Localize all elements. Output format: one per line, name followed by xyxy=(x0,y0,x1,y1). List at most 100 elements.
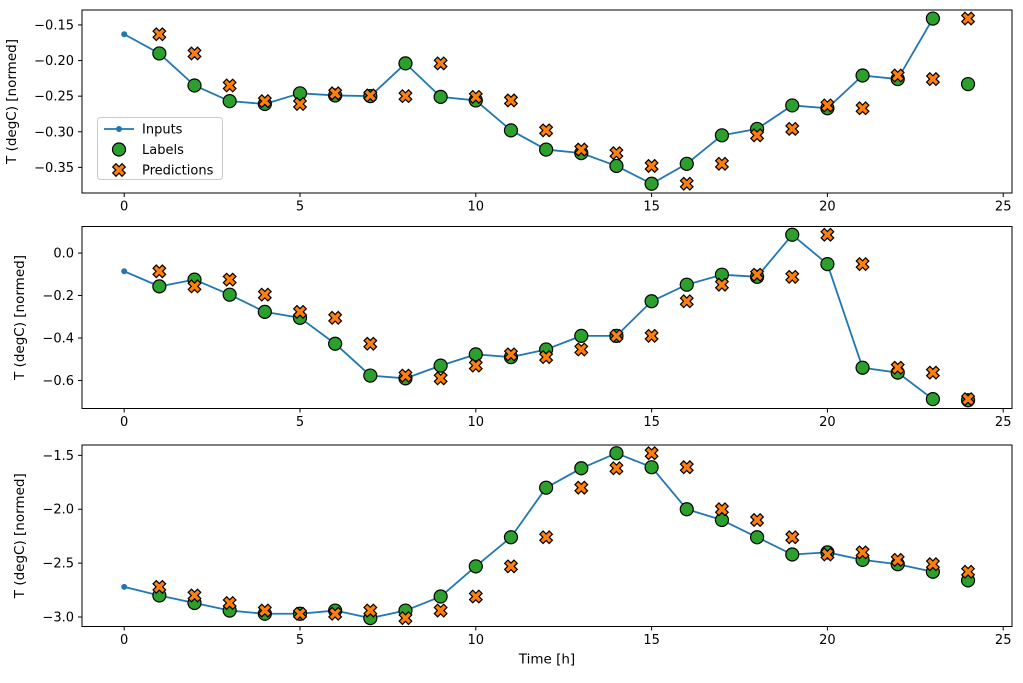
label-point xyxy=(328,336,343,351)
prediction-point xyxy=(468,589,483,604)
label-point xyxy=(714,128,730,143)
prediction-point xyxy=(890,360,905,375)
inputs-line xyxy=(123,233,934,400)
prediction-point xyxy=(468,358,483,373)
label-point xyxy=(539,480,554,495)
y-tick-label: −0.35 xyxy=(34,161,74,176)
prediction-point xyxy=(398,368,413,383)
y-tick-label: −0.4 xyxy=(42,331,74,346)
x-tick-label: 20 xyxy=(819,415,836,430)
prediction-point xyxy=(433,603,448,618)
prediction-point xyxy=(820,227,835,242)
label-point xyxy=(292,86,308,101)
prediction-point xyxy=(257,287,272,302)
label-point xyxy=(749,530,765,545)
prediction-point xyxy=(960,564,976,579)
prediction-point xyxy=(679,460,694,475)
prediction-point xyxy=(785,121,800,137)
label-point xyxy=(785,227,800,242)
x-tick-label: 10 xyxy=(468,415,485,430)
prediction-point xyxy=(890,552,905,568)
prediction-point xyxy=(538,123,554,138)
y-tick-label: −0.2 xyxy=(42,289,74,304)
label-point xyxy=(539,142,554,157)
prediction-point xyxy=(433,371,448,386)
prediction-point xyxy=(714,502,730,517)
prediction-point xyxy=(960,392,976,407)
legend: Inputs Labels Predictions xyxy=(97,117,223,180)
x-tick-label: 25 xyxy=(995,633,1012,648)
prediction-point xyxy=(574,342,589,357)
subplot-2: 0 5 10 15 20 25 0.0 −0.2 −0.4 −0.6 T (degC) [norme… xyxy=(12,226,1013,430)
label-point xyxy=(503,530,519,545)
x-tick-label: 15 xyxy=(643,633,660,648)
legend-box xyxy=(97,117,223,180)
label-point xyxy=(679,277,694,292)
label-point xyxy=(187,78,202,93)
x-tick-label: 0 xyxy=(120,200,128,215)
axes-border xyxy=(81,444,1013,627)
legend-entry-label: Labels xyxy=(142,143,184,158)
legend-entry-label: Predictions xyxy=(142,164,214,179)
x-tick-label: 0 xyxy=(120,415,128,430)
prediction-point xyxy=(820,98,835,113)
legend-predictions-x-icon xyxy=(111,162,127,178)
y-tick-label: −0.25 xyxy=(34,90,74,105)
prediction-point xyxy=(855,101,870,116)
label-point xyxy=(468,347,483,362)
label-point xyxy=(679,156,694,171)
prediction-point xyxy=(292,606,308,621)
prediction-point xyxy=(855,256,870,272)
label-point xyxy=(574,328,589,343)
x-tick-label: 5 xyxy=(296,415,304,430)
legend-inputs-dot-icon xyxy=(116,126,122,132)
label-point xyxy=(398,56,413,71)
prediction-point xyxy=(538,349,554,365)
x-tick-label: 15 xyxy=(643,415,660,430)
prediction-point xyxy=(222,595,237,611)
inputs-point xyxy=(121,583,128,590)
x-tick-label: 25 xyxy=(995,200,1012,215)
label-point xyxy=(609,158,624,174)
prediction-point xyxy=(152,27,167,42)
prediction-point xyxy=(292,304,308,320)
axes-border xyxy=(81,226,1013,409)
prediction-point xyxy=(644,446,659,461)
label-point xyxy=(960,76,976,92)
label-point xyxy=(468,559,483,574)
prediction-point xyxy=(749,512,765,528)
y-tick-label: −0.20 xyxy=(34,54,74,69)
prediction-point xyxy=(222,78,237,93)
y-axis-label: T (degC) [normed] xyxy=(4,39,20,165)
prediction-point xyxy=(714,277,730,292)
label-point xyxy=(925,11,940,26)
label-point xyxy=(644,176,659,191)
label-point xyxy=(257,304,272,319)
prediction-point xyxy=(925,557,941,572)
label-point xyxy=(433,589,448,604)
prediction-point xyxy=(503,559,519,574)
prediction-point xyxy=(785,530,800,545)
label-point xyxy=(574,461,589,476)
y-axis-label: T (degC) [normed] xyxy=(12,255,28,381)
label-point xyxy=(152,279,167,294)
y-tick-label: −0.15 xyxy=(34,18,74,33)
prediction-point xyxy=(644,328,659,344)
legend-entry-label: Inputs xyxy=(142,123,183,138)
x-tick-label: 10 xyxy=(468,200,485,215)
y-tick-label: 0.0 xyxy=(53,247,74,262)
prediction-point xyxy=(363,603,378,618)
label-point xyxy=(855,68,870,83)
prediction-point xyxy=(609,145,624,161)
x-tick-label: 20 xyxy=(819,633,836,648)
prediction-point xyxy=(363,88,378,103)
label-point xyxy=(222,287,237,302)
label-point xyxy=(609,446,624,461)
prediction-point xyxy=(925,71,941,87)
y-tick-label: −2.0 xyxy=(42,503,74,518)
x-tick-label: 20 xyxy=(819,200,836,215)
prediction-point xyxy=(292,96,308,112)
label-point xyxy=(855,360,870,375)
prediction-point xyxy=(714,156,730,171)
